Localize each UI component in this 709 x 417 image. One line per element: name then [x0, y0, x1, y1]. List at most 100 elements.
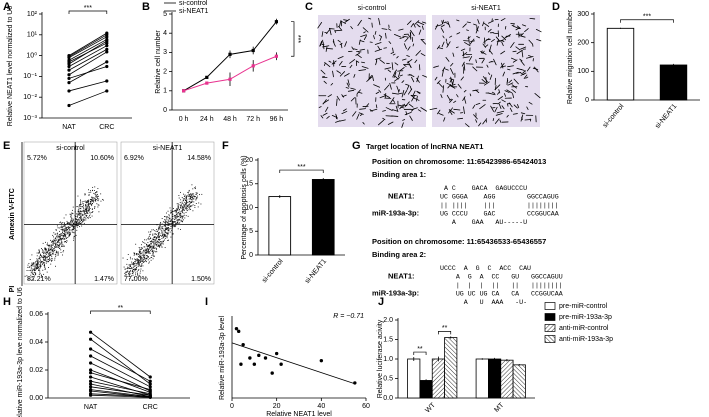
event-dot: [67, 237, 69, 239]
cell-stain: [405, 111, 408, 116]
cell-stain: [512, 71, 519, 75]
event-dot: [62, 234, 64, 236]
position-text: Position on chromosome: 11:65436533-6543…: [372, 237, 546, 246]
event-dot: [70, 214, 72, 215]
event-dot: [125, 271, 127, 273]
event-dot: [140, 252, 142, 254]
data-point: [67, 64, 71, 69]
event-dot: [134, 263, 135, 265]
event-dot: [141, 263, 143, 265]
event-dot: [180, 207, 182, 209]
event-dot: [43, 273, 45, 275]
data-point: [251, 64, 255, 68]
sequence-row: UG CCCU GAC CCGGUCAA: [440, 210, 559, 217]
event-dot: [32, 272, 34, 274]
event-dot: [62, 251, 64, 253]
event-dot: [43, 251, 45, 253]
cell-stain: [449, 79, 452, 83]
cell-stain: [490, 105, 495, 112]
event-dot: [140, 256, 142, 258]
event-dot: [76, 223, 78, 224]
panel-label: F: [222, 140, 229, 152]
event-dot: [48, 244, 50, 246]
event-dot: [75, 219, 77, 221]
data-point: [67, 81, 71, 85]
event-dot: [148, 244, 150, 245]
event-dot: [52, 249, 53, 251]
event-dot: [54, 246, 56, 248]
event-dot: [137, 273, 139, 275]
event-dot: [156, 251, 158, 253]
event-dot: [165, 229, 167, 231]
event-dot: [131, 270, 133, 271]
event-dot: [40, 260, 42, 262]
event-dot: [185, 197, 187, 199]
cell-stain: [498, 89, 501, 94]
cell-stain: [438, 82, 443, 88]
micrograph: [432, 15, 540, 127]
event-dot: [38, 251, 40, 253]
event-dot: [68, 234, 70, 236]
event-dot: [132, 279, 134, 281]
event-dot: [177, 219, 179, 221]
event-dot: [54, 246, 56, 248]
data-point: [67, 89, 71, 93]
event-dot: [65, 230, 67, 232]
event-dot: [131, 273, 133, 275]
sequence-row: | | | || || ||||||||: [440, 282, 563, 289]
event-dot: [38, 256, 40, 258]
event-dot: [147, 248, 148, 250]
event-dot: [139, 260, 141, 262]
event-dot: [142, 260, 143, 262]
event-dot: [153, 247, 155, 249]
cell-stain: [496, 39, 499, 46]
event-dot: [91, 215, 93, 217]
cell-stain: [387, 121, 394, 125]
event-dot: [175, 211, 177, 212]
sequence-row: A U AAA -U-: [440, 299, 527, 306]
event-dot: [171, 230, 173, 231]
y-tick-label: 1.5: [383, 336, 393, 343]
significance-label: ***: [294, 35, 301, 43]
y-tick-label: 0.02: [29, 367, 43, 374]
event-dot: [77, 224, 79, 226]
event-dot: [86, 210, 87, 212]
event-dot: [190, 196, 192, 197]
event-dot: [148, 239, 150, 241]
cell-stain: [323, 80, 327, 84]
event-dot: [183, 214, 185, 216]
event-dot: [87, 210, 89, 212]
cell-stain: [501, 62, 504, 69]
event-dot: [27, 264, 29, 266]
data-point: [252, 362, 257, 366]
event-dot: [155, 229, 157, 231]
event-dot: [39, 266, 41, 268]
x-tick-label: 72 h: [246, 116, 260, 123]
event-dot: [188, 192, 190, 194]
cell-stain: [478, 122, 482, 127]
cell-stain: [343, 19, 348, 21]
event-dot: [148, 261, 150, 263]
quadrant-label: 10.60%: [90, 155, 114, 162]
x-tick-label: 60: [362, 403, 370, 410]
cell-stain: [412, 90, 416, 96]
event-dot: [138, 261, 140, 263]
event-dot: [154, 244, 155, 246]
event-dot: [153, 233, 155, 235]
event-dot: [176, 203, 178, 205]
event-dot: [185, 212, 187, 213]
event-dot: [137, 275, 139, 277]
cell-stain: [463, 63, 466, 71]
event-dot: [165, 234, 167, 236]
pair-line: [68, 80, 107, 92]
event-dot: [43, 252, 45, 254]
event-dot: [169, 220, 171, 222]
cell-stain: [393, 72, 397, 79]
event-dot: [156, 236, 158, 238]
cell-stain: [350, 26, 353, 30]
event-dot: [168, 220, 170, 222]
event-dot: [80, 213, 82, 215]
event-dot: [157, 241, 159, 243]
event-dot: [87, 217, 89, 219]
event-dot: [60, 226, 62, 228]
